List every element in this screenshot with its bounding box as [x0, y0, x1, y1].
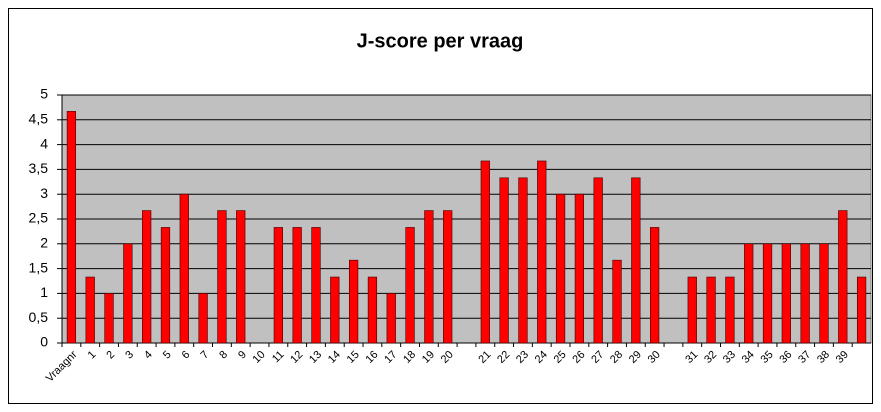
y-tick-label: 3,5	[29, 160, 49, 176]
y-tick-label: 4	[40, 135, 48, 151]
bar	[292, 227, 302, 344]
bar	[800, 243, 810, 344]
bar	[85, 276, 95, 344]
bar	[725, 276, 735, 344]
y-tick-label: 0,5	[29, 309, 49, 325]
bar	[424, 210, 434, 344]
bar	[555, 193, 566, 344]
bar	[593, 177, 603, 344]
y-tick-label: 2	[40, 235, 48, 251]
bar	[160, 227, 171, 344]
bar	[838, 210, 848, 344]
bar	[687, 276, 697, 344]
bar	[386, 293, 396, 344]
bar	[348, 259, 359, 344]
bar	[537, 160, 547, 344]
bar	[367, 276, 378, 344]
bar	[142, 210, 152, 344]
y-tick-label: 0	[40, 334, 48, 350]
bar	[405, 227, 415, 344]
bar	[273, 227, 283, 344]
bar	[744, 243, 754, 344]
bar	[179, 193, 189, 344]
bar	[330, 276, 340, 344]
bar	[123, 243, 133, 344]
bar	[66, 111, 77, 344]
chart-title: J-score per vraag	[357, 30, 524, 52]
bar	[819, 243, 829, 344]
y-tick-label: 2,5	[29, 210, 49, 226]
y-tick-label: 1	[40, 284, 48, 300]
bar	[706, 276, 716, 344]
bar	[612, 259, 622, 344]
bar	[574, 193, 585, 344]
y-tick-label: 3	[40, 185, 48, 201]
bar	[781, 243, 791, 344]
y-tick-label: 1,5	[29, 259, 49, 275]
y-tick-label: 5	[40, 86, 48, 102]
bar	[104, 293, 114, 344]
bar	[198, 293, 208, 344]
bar	[480, 160, 490, 344]
bar	[499, 177, 509, 344]
bar	[518, 177, 528, 344]
bar	[311, 227, 321, 344]
bar	[443, 210, 453, 344]
bar	[217, 210, 227, 344]
bar	[236, 210, 246, 344]
bar	[856, 276, 867, 344]
bar	[762, 243, 773, 344]
y-tick-label: 4,5	[29, 111, 49, 127]
bar	[650, 227, 660, 344]
bar	[631, 177, 641, 344]
